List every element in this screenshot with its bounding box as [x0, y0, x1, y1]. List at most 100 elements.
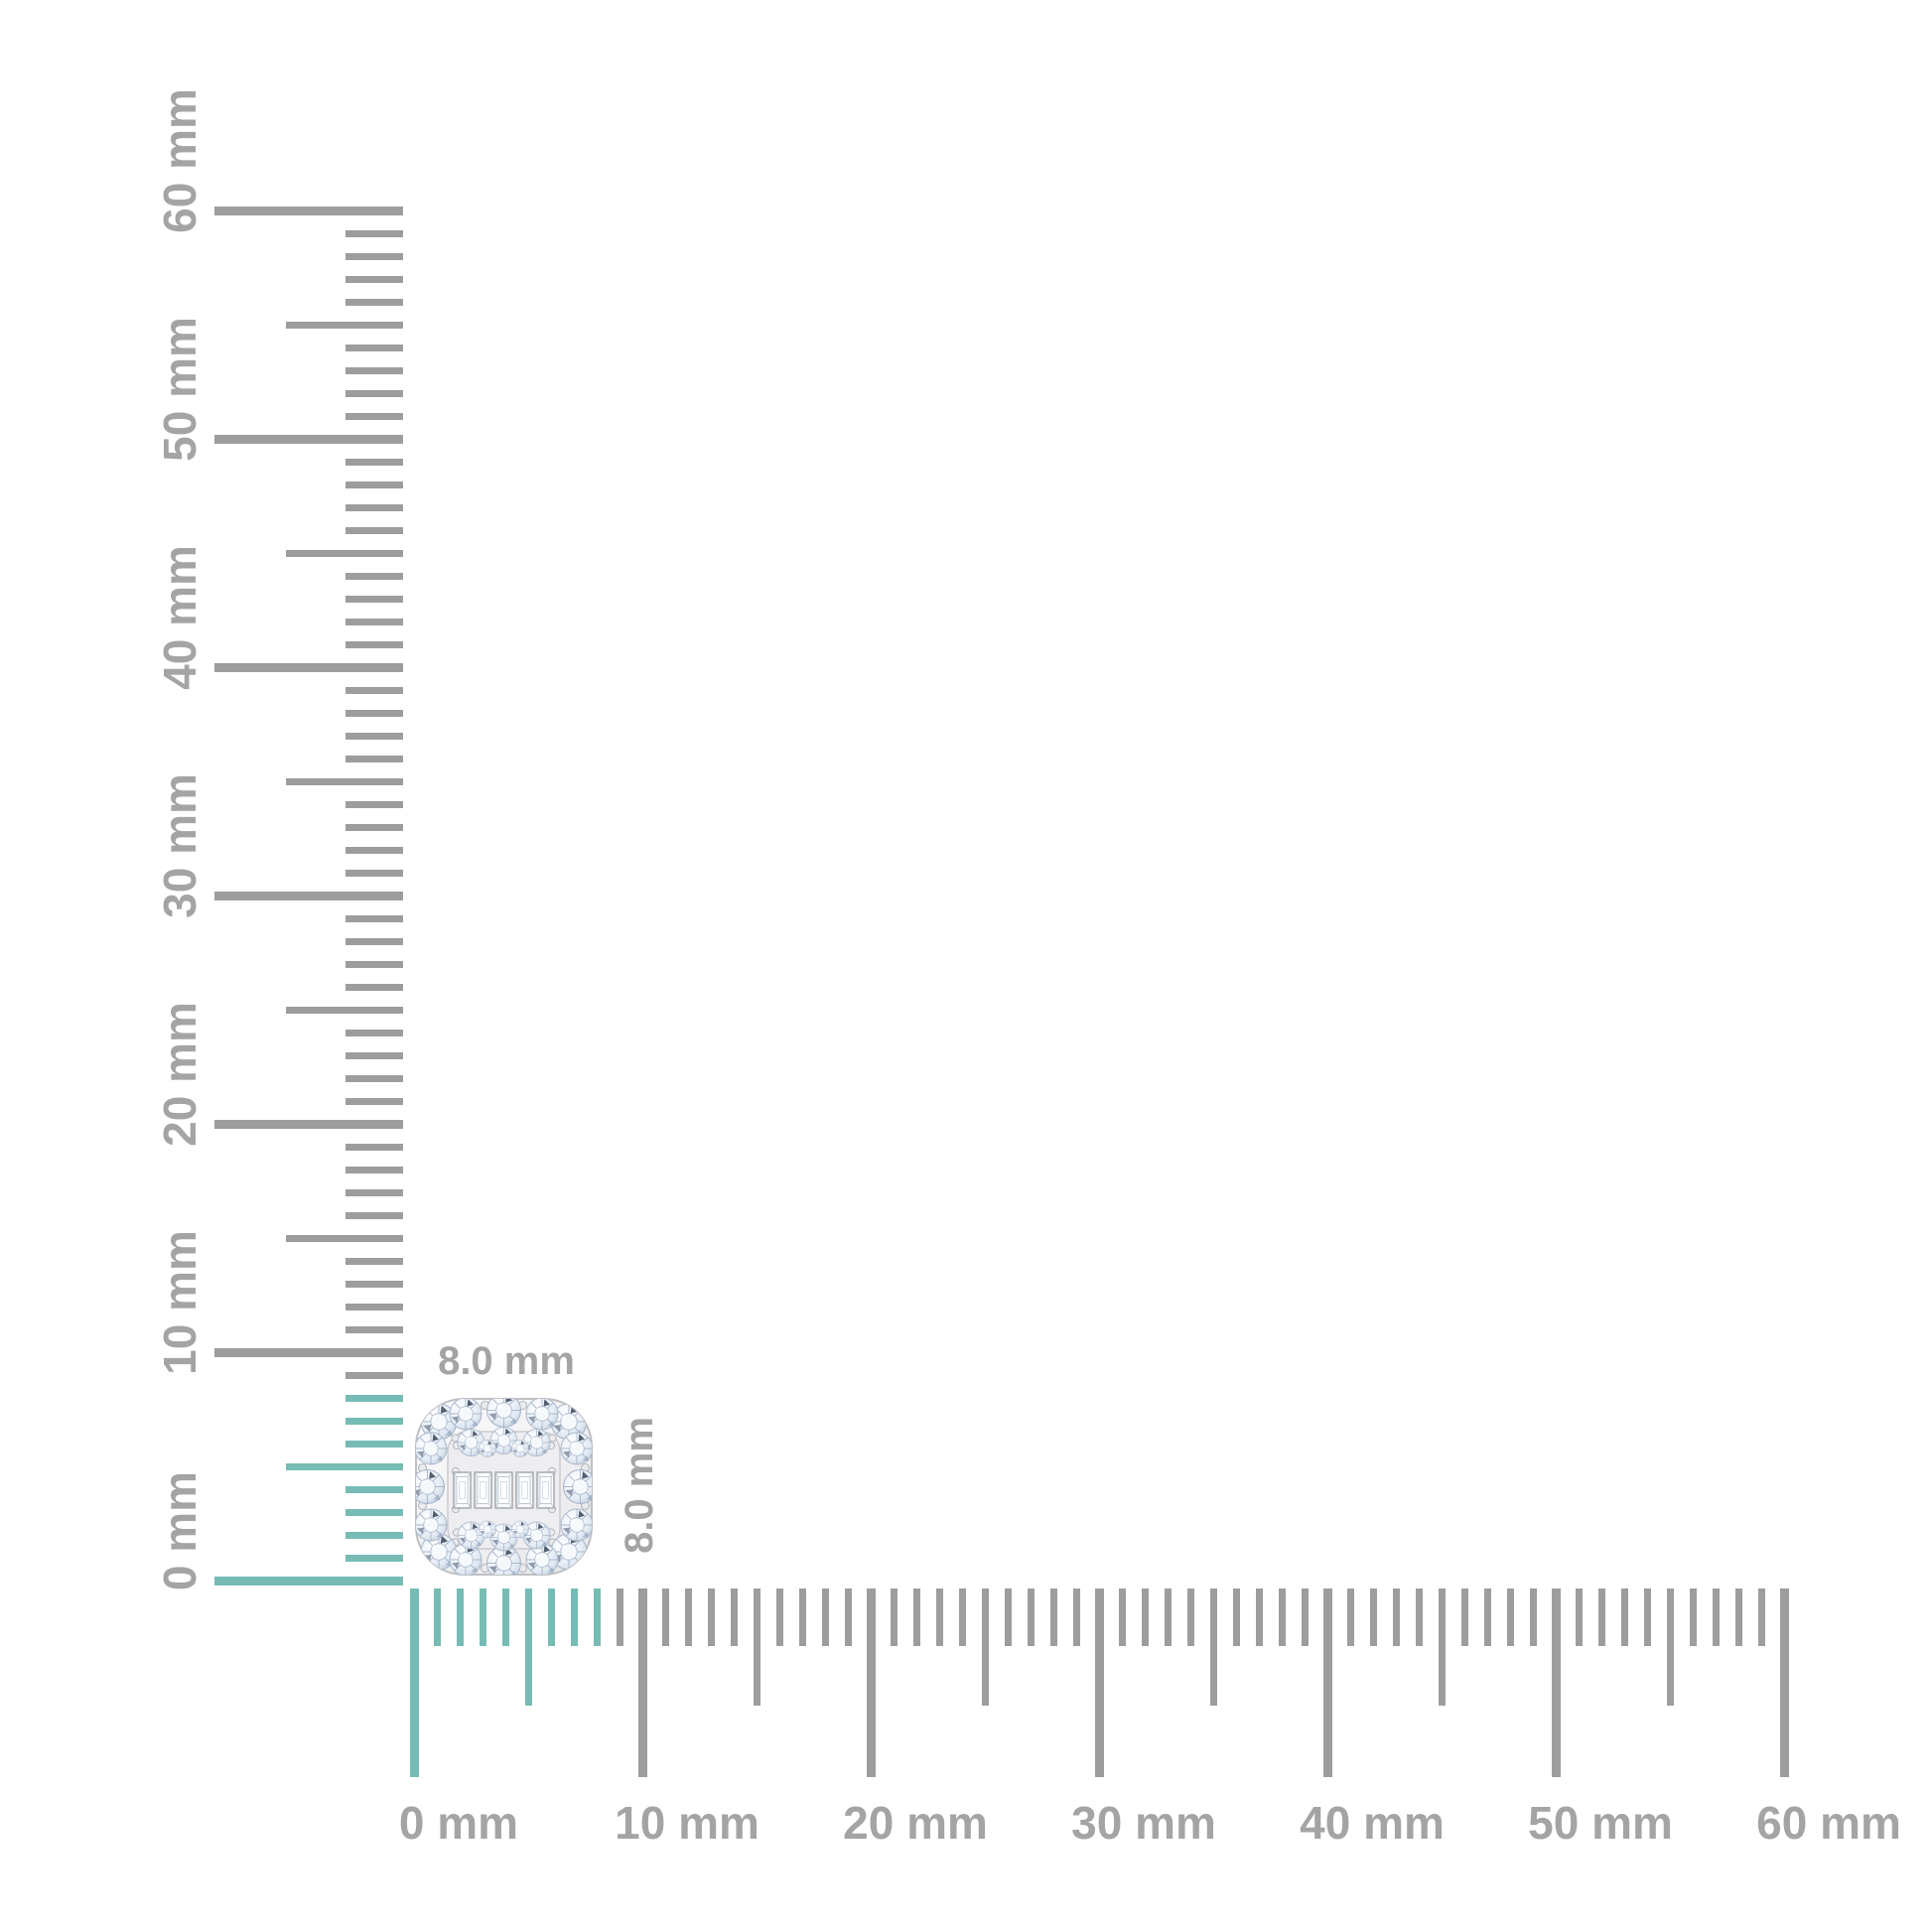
minor-tick-27mm	[345, 960, 403, 968]
minor-tick-19mm	[345, 1143, 403, 1151]
minor-tick-44mm	[345, 572, 403, 580]
major-tick-50mm	[214, 434, 403, 444]
major-tick-40mm	[214, 662, 403, 672]
minor-tick-13mm	[345, 1280, 403, 1288]
minor-tick-52mm	[345, 389, 403, 397]
ruler-label-50mm: 50 mm	[154, 317, 206, 462]
minor-tick-51mm	[1575, 1588, 1583, 1646]
minor-tick-22mm	[912, 1588, 920, 1646]
minor-tick-43mm	[345, 595, 403, 603]
center-baguette-diamond	[474, 1471, 492, 1509]
minor-tick-36mm	[1232, 1588, 1240, 1646]
minor-tick-12mm	[684, 1588, 692, 1646]
minor-tick-29mm	[345, 914, 403, 922]
minor-tick-14mm	[730, 1588, 738, 1646]
highlight-minor-tick-8mm	[345, 1394, 403, 1402]
minor-tick-18mm	[821, 1588, 829, 1646]
minor-tick-12mm	[345, 1303, 403, 1311]
ruler-label-40mm: 40 mm	[1300, 1797, 1445, 1849]
halo-round-diamond	[449, 1543, 483, 1575]
ruler-label-10mm: 10 mm	[154, 1230, 206, 1375]
minor-tick-46mm	[1460, 1588, 1468, 1646]
minor-tick-21mm	[890, 1588, 897, 1646]
center-baguette-diamond	[515, 1471, 534, 1509]
width-dimension-label: 8.0 mm	[438, 1339, 575, 1383]
highlight-minor-tick-6mm	[345, 1440, 403, 1448]
halo-round-diamond	[560, 1508, 592, 1542]
minor-tick-47mm	[1483, 1588, 1491, 1646]
minor-tick-52mm	[1597, 1588, 1605, 1646]
highlight-minor-tick-2mm	[456, 1588, 464, 1646]
minor-tick-16mm	[775, 1588, 783, 1646]
minor-tick-51mm	[345, 412, 403, 420]
minor-tick-28mm	[1049, 1588, 1057, 1646]
cluster-small-diamond	[511, 1440, 529, 1457]
minor-tick-23mm	[345, 1051, 403, 1059]
minor-tick-32mm	[345, 846, 403, 854]
minor-tick-36mm	[345, 755, 403, 762]
ruler-label-60mm: 60 mm	[1756, 1797, 1901, 1849]
minor-tick-13mm	[707, 1588, 715, 1646]
highlight-minor-tick-3mm	[479, 1588, 486, 1646]
height-dimension-label: 8.0 mm	[618, 1417, 661, 1554]
halo-round-diamond	[560, 1432, 592, 1465]
highlight-mid-tick-5mm	[286, 1462, 403, 1470]
minor-tick-31mm	[345, 869, 403, 877]
cluster-small-diamond	[479, 1520, 496, 1539]
minor-tick-24mm	[958, 1588, 966, 1646]
minor-tick-42mm	[1369, 1588, 1377, 1646]
ruler-label-0mm: 0 mm	[154, 1470, 206, 1591]
diamond-cluster-earring-image	[415, 1398, 593, 1576]
ruler-label-50mm: 50 mm	[1528, 1797, 1673, 1849]
minor-tick-26mm	[345, 983, 403, 991]
highlight-minor-tick-3mm	[345, 1508, 403, 1516]
highlight-minor-tick-2mm	[345, 1531, 403, 1539]
highlight-major-tick-0mm	[214, 1576, 403, 1586]
minor-tick-58mm	[345, 252, 403, 260]
highlight-minor-tick-4mm	[345, 1485, 403, 1493]
center-baguette-diamond	[453, 1471, 472, 1509]
minor-tick-58mm	[1734, 1588, 1742, 1646]
minor-tick-56mm	[345, 298, 403, 306]
minor-tick-37mm	[1255, 1588, 1263, 1646]
minor-tick-38mm	[1278, 1588, 1286, 1646]
minor-tick-17mm	[345, 1188, 403, 1196]
minor-tick-34mm	[1186, 1588, 1194, 1646]
minor-tick-17mm	[798, 1588, 806, 1646]
minor-tick-41mm	[1346, 1588, 1354, 1646]
minor-tick-24mm	[345, 1029, 403, 1036]
minor-tick-38mm	[345, 709, 403, 717]
minor-tick-46mm	[345, 526, 403, 534]
major-tick-10mm	[214, 1347, 403, 1357]
major-tick-40mm	[1322, 1588, 1332, 1777]
minor-tick-34mm	[345, 800, 403, 808]
stones-layer	[416, 1399, 592, 1575]
highlight-minor-tick-7mm	[345, 1417, 403, 1425]
minor-tick-47mm	[345, 503, 403, 511]
mid-tick-45mm	[286, 549, 403, 557]
halo-round-diamond	[416, 1508, 448, 1542]
highlight-major-tick-0mm	[409, 1588, 419, 1777]
highlight-minor-tick-4mm	[501, 1588, 509, 1646]
cluster-small-diamond	[479, 1440, 496, 1457]
minor-tick-57mm	[1712, 1588, 1720, 1646]
minor-tick-59mm	[345, 229, 403, 237]
minor-tick-39mm	[345, 686, 403, 694]
minor-tick-57mm	[345, 275, 403, 283]
minor-tick-54mm	[345, 344, 403, 351]
minor-tick-49mm	[345, 458, 403, 466]
minor-tick-19mm	[844, 1588, 852, 1646]
halo-round-diamond	[562, 1468, 592, 1505]
mid-tick-35mm	[1209, 1588, 1217, 1706]
minor-tick-21mm	[345, 1097, 403, 1105]
ruler-label-10mm: 10 mm	[615, 1797, 759, 1849]
minor-tick-32mm	[1141, 1588, 1149, 1646]
minor-tick-9mm	[616, 1588, 623, 1646]
ruler-label-40mm: 40 mm	[154, 545, 206, 690]
highlight-minor-tick-8mm	[593, 1588, 601, 1646]
halo-round-diamond	[416, 1432, 448, 1465]
halo-round-diamond	[449, 1399, 483, 1431]
mid-tick-15mm	[286, 1234, 403, 1242]
ruler-label-30mm: 30 mm	[1071, 1797, 1216, 1849]
